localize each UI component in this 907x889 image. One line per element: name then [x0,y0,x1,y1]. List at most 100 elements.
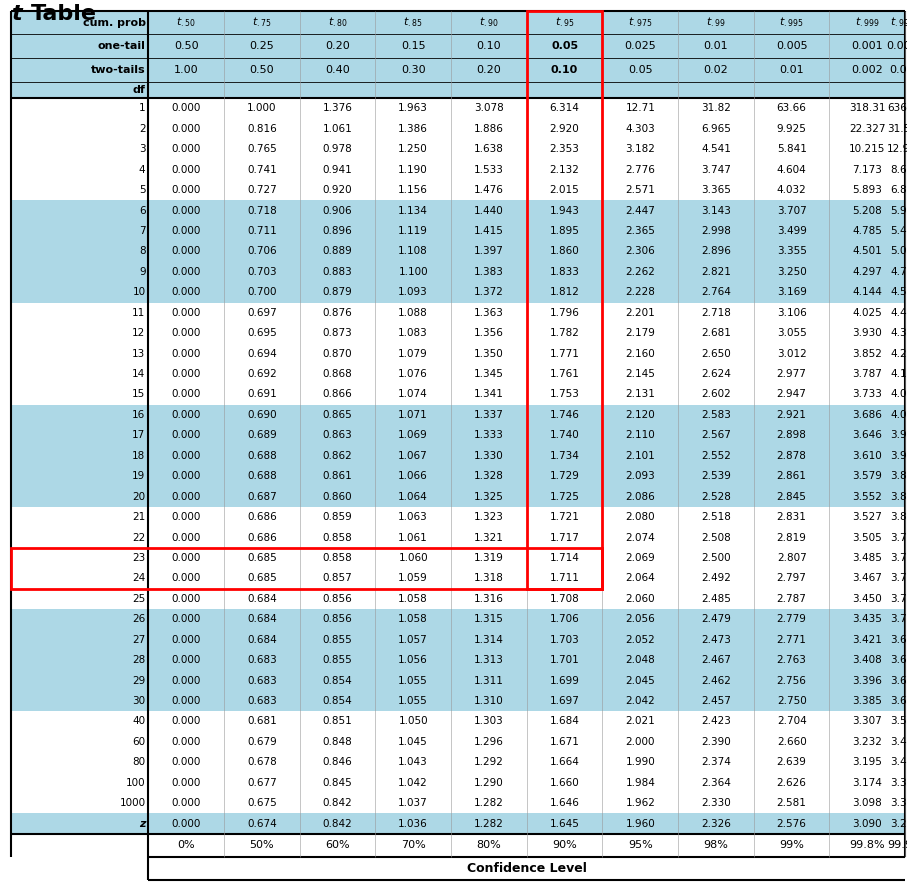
Text: 7: 7 [139,226,145,236]
Text: 1.671: 1.671 [550,737,580,747]
Text: 3.143: 3.143 [701,205,731,215]
Text: 3.930: 3.930 [853,328,883,338]
Text: 12.71: 12.71 [625,103,655,114]
Text: 2.819: 2.819 [776,533,806,542]
Text: 2.998: 2.998 [701,226,731,236]
Text: $t_{.99}$: $t_{.99}$ [707,16,726,29]
Text: 0.858: 0.858 [323,553,352,563]
Text: 5.841: 5.841 [776,144,806,154]
Text: 2.056: 2.056 [626,614,655,624]
Text: 0.000: 0.000 [171,308,200,317]
Text: 1.311: 1.311 [474,676,503,685]
Text: 6.965: 6.965 [701,124,731,134]
Text: 1.734: 1.734 [550,451,580,461]
Text: 0.858: 0.858 [323,533,352,542]
Text: 0.000: 0.000 [171,635,200,645]
Text: 2.624: 2.624 [701,369,731,379]
Bar [11,261,905,282]
Text: 1.061: 1.061 [398,533,428,542]
Text: 2.064: 2.064 [626,573,655,583]
Text: 1: 1 [139,103,145,114]
Text: 0.873: 0.873 [323,328,352,338]
Text: 3.610: 3.610 [853,451,883,461]
Text: 1.069: 1.069 [398,430,428,440]
Text: 0.000: 0.000 [171,124,200,134]
Text: cum. prob: cum. prob [83,18,145,28]
Text: 1.350: 1.350 [474,348,503,358]
Text: $t_{.50}$: $t_{.50}$ [176,16,196,29]
Text: Table: Table [31,4,97,23]
Text: 1.043: 1.043 [398,757,428,767]
Text: Confidence Level: Confidence Level [467,862,587,875]
Text: 1.697: 1.697 [550,696,580,706]
Text: 0.20: 0.20 [325,42,350,52]
Text: 0.000: 0.000 [171,594,200,604]
Text: 1.323: 1.323 [474,512,503,522]
Text: 22: 22 [132,533,145,542]
Text: 0.05: 0.05 [628,65,652,76]
Text: 0.876: 0.876 [323,308,352,317]
Text: 4.025: 4.025 [853,308,883,317]
Text: 2.120: 2.120 [626,410,655,420]
Text: 1.337: 1.337 [474,410,503,420]
Text: 1.055: 1.055 [398,676,428,685]
Text: 0.000: 0.000 [171,553,200,563]
Text: 2.145: 2.145 [625,369,655,379]
Text: 0.684: 0.684 [247,635,277,645]
Text: 4.297: 4.297 [853,267,883,276]
Text: 3.659: 3.659 [891,676,907,685]
Text: 4.140: 4.140 [891,369,907,379]
Text: 2.492: 2.492 [701,573,731,583]
Text: 2.920: 2.920 [550,124,580,134]
Text: t: t [11,4,22,23]
Text: 1.717: 1.717 [550,533,580,542]
Text: 2.069: 2.069 [626,553,655,563]
Text: 3.819: 3.819 [891,512,907,522]
Text: 0.000: 0.000 [171,267,200,276]
Text: 3.707: 3.707 [891,614,907,624]
Text: 1.063: 1.063 [398,512,428,522]
Text: 0.690: 0.690 [247,410,277,420]
Text: 0.848: 0.848 [323,737,352,747]
Text: 1.341: 1.341 [474,389,503,399]
Text: 2.086: 2.086 [626,492,655,501]
Text: 2.602: 2.602 [701,389,731,399]
Text: 3.450: 3.450 [853,594,883,604]
Text: 99.9%: 99.9% [887,840,907,851]
Text: 80%: 80% [476,840,502,851]
Text: 0.10: 0.10 [551,65,578,76]
Text: 1.721: 1.721 [550,512,580,522]
Text: $t_{.85}$: $t_{.85}$ [404,16,423,29]
Text: 2.756: 2.756 [776,676,806,685]
Text: 1.290: 1.290 [474,778,503,788]
Text: 1.057: 1.057 [398,635,428,645]
Text: 2.390: 2.390 [701,737,731,747]
Text: 1.093: 1.093 [398,287,428,297]
Text: 80: 80 [132,757,145,767]
Text: 0.000: 0.000 [171,676,200,685]
Text: 3.307: 3.307 [853,717,883,726]
Text: 2.896: 2.896 [701,246,731,256]
Text: 1.071: 1.071 [398,410,428,420]
Text: 2.567: 2.567 [701,430,731,440]
Text: 0.683: 0.683 [247,676,277,685]
Text: 13: 13 [132,348,145,358]
Text: 1.042: 1.042 [398,778,428,788]
Text: $t_{.75}$: $t_{.75}$ [252,16,271,29]
Text: 0.856: 0.856 [323,614,352,624]
Text: 2.845: 2.845 [776,492,806,501]
Text: 3.012: 3.012 [776,348,806,358]
Text: 1.303: 1.303 [474,717,503,726]
Text: two-tails: two-tails [91,65,145,76]
Text: 2.101: 2.101 [626,451,655,461]
Text: 3.499: 3.499 [776,226,806,236]
Text: 1.296: 1.296 [474,737,503,747]
Text: 636.62: 636.62 [887,103,907,114]
Text: 0.40: 0.40 [325,65,350,76]
Text: 40: 40 [132,717,145,726]
Text: 1.076: 1.076 [398,369,428,379]
Text: 1.886: 1.886 [474,124,503,134]
Text: 6.869: 6.869 [891,185,907,195]
Text: 0.000: 0.000 [171,757,200,767]
Text: 0.000: 0.000 [171,430,200,440]
